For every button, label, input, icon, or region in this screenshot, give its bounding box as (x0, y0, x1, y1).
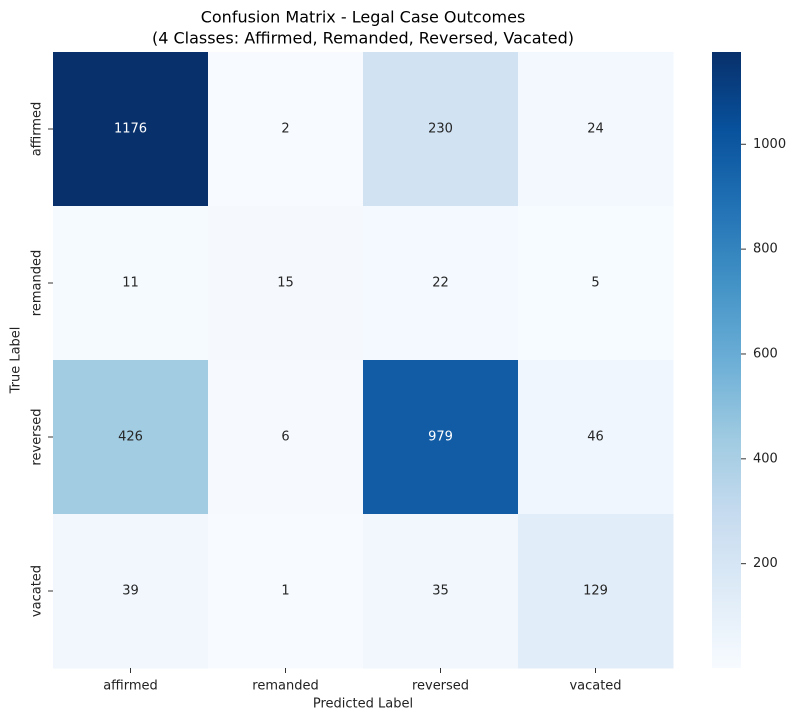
colorbar-tick-label: 600 (753, 346, 778, 361)
cell-label: 35 (432, 584, 449, 599)
colorbar-tick-label: 1000 (753, 137, 786, 152)
cell-label: 39 (122, 584, 139, 599)
y-tick-label: reversed (30, 408, 45, 465)
colorbar-tick-label: 200 (753, 556, 778, 571)
colorbar (712, 52, 741, 668)
heatmap-cell (53, 514, 209, 669)
cell-label: 1 (281, 584, 289, 599)
heatmap-cell (53, 52, 209, 207)
y-tick-label: vacated (30, 565, 45, 617)
cell-label: 129 (583, 584, 608, 599)
cell-label: 979 (428, 430, 453, 445)
heatmap-cell (363, 206, 519, 361)
heatmap-cell (53, 206, 209, 361)
y-tick-label: remanded (30, 250, 45, 316)
heatmap-cell (208, 360, 364, 515)
heatmap-cell (208, 206, 364, 361)
heatmap-cell (208, 52, 364, 207)
cell-label: 426 (118, 430, 143, 445)
cell-label: 6 (281, 430, 289, 445)
cell-label: 5 (591, 276, 599, 291)
x-tick-label: vacated (569, 679, 621, 694)
heatmap-cell (363, 360, 519, 515)
cell-label: 15 (277, 276, 294, 291)
x-tick-label: reversed (412, 679, 469, 694)
y-tick-label: affirmed (30, 102, 45, 157)
cell-label: 2 (281, 122, 289, 137)
chart-title: Confusion Matrix - Legal Case Outcomes (201, 8, 526, 27)
heatmap-cell (208, 514, 364, 669)
colorbar-tick-label: 400 (753, 451, 778, 466)
y-axis-label: True Label (9, 327, 24, 395)
x-tick-label: remanded (252, 679, 318, 694)
cell-label: 22 (432, 276, 449, 291)
cell-label: 230 (428, 122, 453, 137)
heatmap-cell (518, 52, 674, 207)
heatmap-cell (518, 514, 674, 669)
heatmap-cell (53, 360, 209, 515)
colorbar-tick-label: 800 (753, 242, 778, 257)
cell-label: 24 (587, 122, 604, 137)
chart-title: (4 Classes: Affirmed, Remanded, Reversed… (152, 29, 574, 48)
x-axis-label: Predicted Label (313, 697, 413, 712)
x-tick-label: affirmed (103, 679, 158, 694)
cell-label: 46 (587, 430, 604, 445)
cell-label: 11 (122, 276, 139, 291)
heatmap-cell (518, 206, 674, 361)
cell-label: 1176 (114, 122, 147, 137)
heatmap-cell (363, 514, 519, 669)
heatmap-cell (518, 360, 674, 515)
heatmap-cell (363, 52, 519, 207)
